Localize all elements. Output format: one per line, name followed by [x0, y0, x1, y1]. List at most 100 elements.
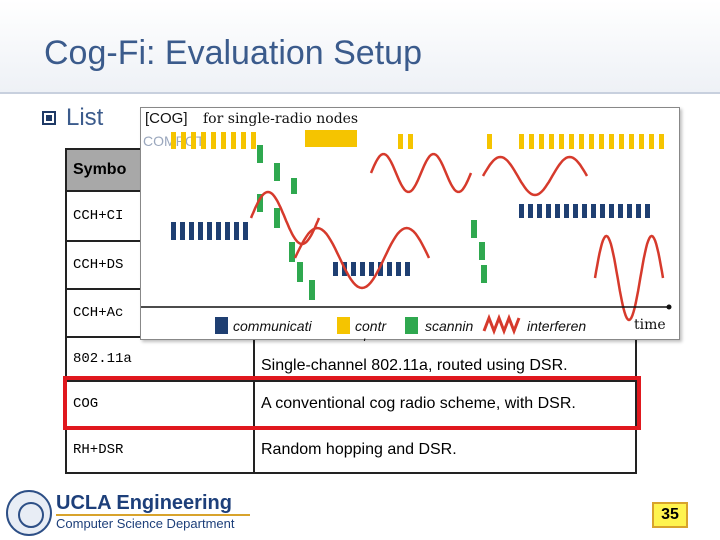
control-bar: [211, 132, 216, 149]
scanning-bar: [257, 145, 263, 163]
communication-bar: [189, 222, 194, 240]
communication-bar: [180, 222, 185, 240]
communication-bar: [333, 262, 338, 276]
control-bar: [181, 132, 186, 149]
communication-bar: [618, 204, 623, 218]
communication-bar: [600, 204, 605, 218]
interference-wave: [593, 234, 665, 322]
communication-bar: [528, 204, 533, 218]
scanning-bar: [274, 163, 280, 181]
communication-bar: [216, 222, 221, 240]
interference-wave: [369, 152, 473, 194]
communication-bar: [360, 262, 365, 276]
control-bar: [579, 134, 584, 149]
communication-bar: [537, 204, 542, 218]
communication-bar: [573, 204, 578, 218]
time-axis-label: time: [634, 317, 666, 333]
scanning-bar: [289, 242, 295, 262]
control-bar: [619, 134, 624, 149]
scanning-bar: [274, 208, 280, 228]
table-row: COG A conventional cog radio scheme, wit…: [65, 380, 637, 428]
row-description: Single-channel 802.11a, routed using DSR…: [253, 336, 637, 382]
control-bar: [609, 134, 614, 149]
control-block: [323, 134, 355, 147]
legend-label-control: contr: [355, 318, 387, 334]
communication-bar: [207, 222, 212, 240]
slide-title: Cog-Fi: Evaluation Setup: [44, 34, 422, 72]
overlay-title: [COG]: [145, 110, 188, 127]
legend-swatch-scanning: [405, 317, 418, 334]
legend: communicati on contr ol scannin g interf…: [215, 313, 586, 341]
communication-bar: [546, 204, 551, 218]
table-row: RH+DSR Random hopping and DSR.: [65, 426, 637, 474]
ucla-seal-icon: [6, 490, 52, 536]
interference-wave: [481, 155, 589, 197]
interference-wave: [249, 190, 321, 246]
schedule-marks: [171, 130, 665, 322]
communication-bar: [627, 204, 632, 218]
control-bar: [549, 134, 554, 149]
communication-bar: [234, 222, 239, 240]
control-bar: [659, 134, 664, 149]
row-description: A conventional cog radio scheme, with DS…: [253, 380, 637, 428]
footer-department: Computer Science Department: [56, 516, 235, 531]
control-bar: [539, 134, 544, 149]
communication-bar: [645, 204, 650, 218]
interference-wave: [293, 226, 431, 290]
communication-bar: [243, 222, 248, 240]
communication-bar: [519, 204, 524, 218]
scanning-bar: [291, 178, 297, 194]
communication-bar: [225, 222, 230, 240]
control-bar: [221, 132, 226, 149]
communication-bar: [609, 204, 614, 218]
communication-bar: [582, 204, 587, 218]
page-number: 35: [652, 502, 688, 528]
cog-row-highlight: [63, 376, 641, 430]
bullet-text: List: [66, 104, 104, 131]
communication-bar: [405, 262, 410, 276]
bullet-item: List: [42, 104, 103, 132]
title-rule: [0, 92, 720, 94]
communication-bar: [555, 204, 560, 218]
communication-bar: [396, 262, 401, 276]
scanning-bar: [257, 194, 263, 212]
table-row: 802.11a Single-channel 802.11a, routed u…: [65, 336, 637, 382]
footer-rule: [56, 514, 250, 516]
legend-sub-interference: ce: [527, 336, 541, 341]
communication-bar: [198, 222, 203, 240]
scanning-bar: [297, 262, 303, 282]
row-symbol: 802.11a: [65, 336, 255, 382]
control-bar: [569, 134, 574, 149]
communication-bar: [369, 262, 374, 276]
control-bar: [398, 134, 403, 149]
control-bar: [191, 132, 196, 149]
control-bar: [599, 134, 604, 149]
control-bar: [171, 132, 176, 149]
control-bar: [519, 134, 524, 149]
control-bar: [629, 134, 634, 149]
legend-swatch-control: [337, 317, 350, 334]
control-bar: [639, 134, 644, 149]
control-bar: [589, 134, 594, 149]
legend-label-scanning: scannin: [425, 318, 473, 334]
row-symbol: RH+DSR: [65, 426, 255, 474]
communication-bar: [171, 222, 176, 240]
control-bar: [241, 132, 246, 149]
control-bar: [201, 132, 206, 149]
overlay-subtitle: for single-radio nodes: [203, 111, 358, 127]
communication-bar: [636, 204, 641, 218]
communication-bar: [591, 204, 596, 218]
legend-sub-communication: on: [233, 336, 247, 341]
communication-bar: [387, 262, 392, 276]
scanning-bar: [309, 280, 315, 300]
cog-schedule-overlay: [COG] for single-radio nodes COMPOT time…: [140, 107, 680, 341]
schedule-diagram: [COG] for single-radio nodes COMPOT time…: [141, 110, 672, 341]
row-description: Random hopping and DSR.: [253, 426, 637, 474]
control-bar: [408, 134, 413, 149]
control-bar: [487, 134, 492, 149]
legend-sub-scanning: g: [425, 336, 433, 341]
control-bar: [529, 134, 534, 149]
communication-bar: [564, 204, 569, 218]
scanning-bar: [471, 220, 477, 238]
legend-label-communication: communicati: [233, 318, 312, 334]
